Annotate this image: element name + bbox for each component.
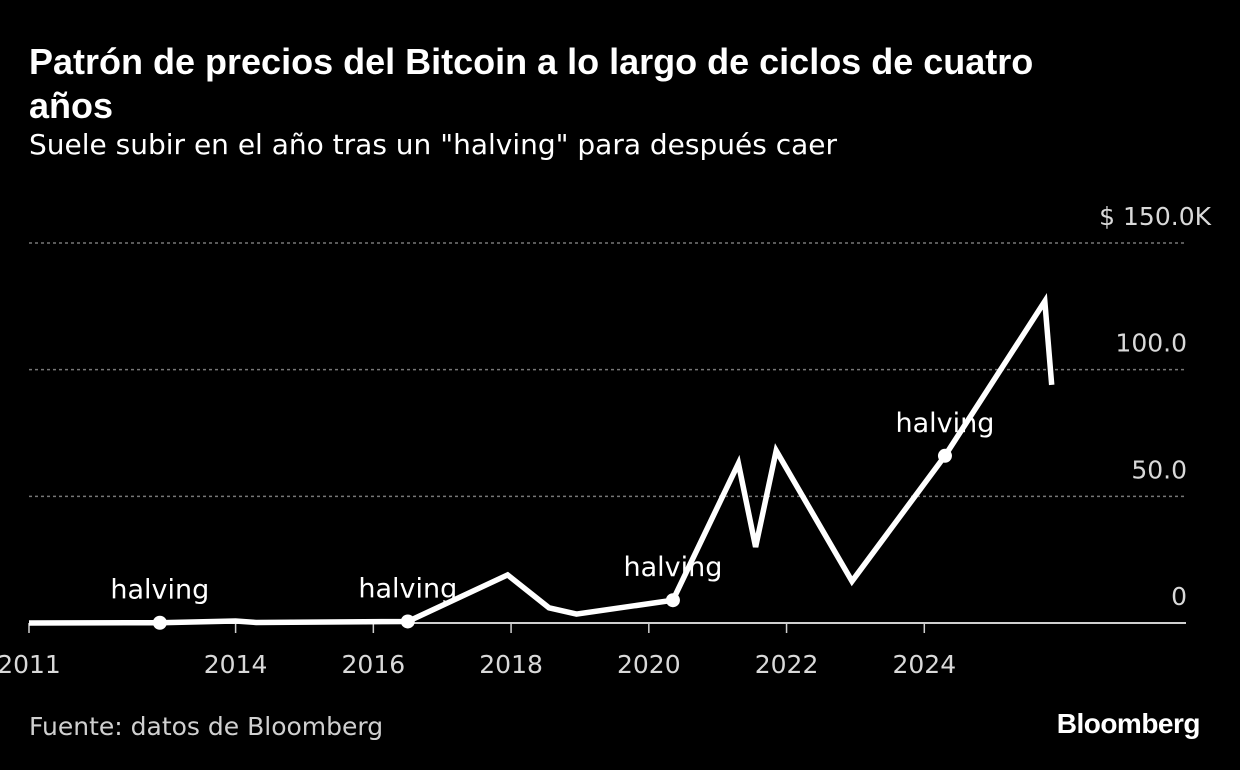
- x-tick-label: 2024: [892, 650, 956, 679]
- annotations: halving halving halving halving: [110, 408, 994, 630]
- halving-label: halving: [623, 552, 722, 583]
- halving-marker: [400, 614, 415, 629]
- y-tick-label: 0: [1171, 582, 1187, 611]
- y-tick-label: 50.0: [1131, 455, 1187, 484]
- x-tick-label: 2016: [342, 650, 406, 679]
- y-tick-label: 100.0: [1115, 329, 1187, 358]
- source-note: Fuente: datos de Bloomberg: [29, 712, 384, 741]
- halving-marker: [937, 448, 952, 463]
- halving-marker: [152, 615, 167, 630]
- y-tick-label: $ 150.0K: [1099, 202, 1211, 231]
- x-tick-label: 2020: [617, 650, 681, 679]
- chart-subtitle: Suele subir en el año tras un "halving" …: [29, 128, 838, 161]
- price-line-series-0: [28, 293, 1055, 626]
- halving-marker: [665, 593, 680, 608]
- halving-label: halving: [110, 575, 209, 606]
- halving-label: halving: [358, 573, 457, 604]
- x-tick-label: 2014: [204, 650, 268, 679]
- bloomberg-logo: Bloomberg: [1056, 708, 1201, 739]
- halving-label: halving: [896, 408, 995, 439]
- x-tick-label: 2018: [479, 650, 543, 679]
- series: [28, 293, 1055, 626]
- chart-title: Patrón de precios del Bitcoin a lo largo…: [29, 41, 1034, 126]
- x-tick-label: 2011: [0, 650, 61, 679]
- x-tick-label: 2022: [755, 650, 819, 679]
- grid-lines: [29, 242, 1186, 498]
